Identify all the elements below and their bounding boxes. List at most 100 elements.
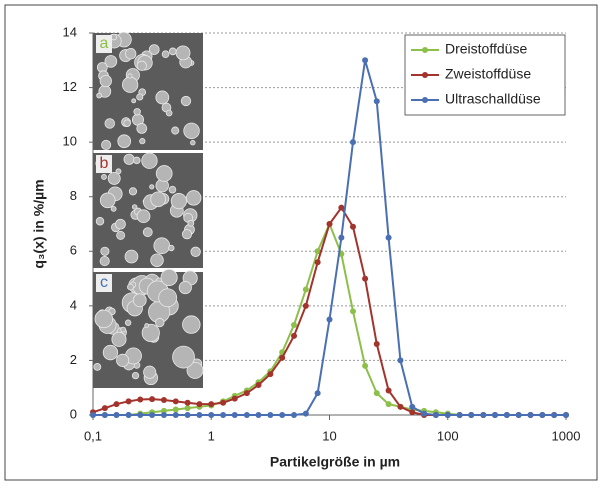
particle	[175, 45, 191, 61]
point	[373, 390, 380, 397]
particle	[160, 268, 178, 286]
point	[184, 412, 191, 418]
point	[349, 308, 356, 315]
point	[137, 396, 144, 403]
particle	[101, 139, 112, 151]
particle	[170, 193, 187, 210]
point	[302, 302, 309, 309]
particle	[104, 118, 115, 129]
point	[397, 403, 404, 410]
point	[208, 412, 215, 418]
particle	[190, 140, 196, 146]
point	[137, 412, 144, 418]
point	[397, 357, 404, 364]
point	[291, 412, 298, 418]
particle	[185, 190, 202, 206]
particle	[182, 315, 201, 334]
particle	[123, 153, 135, 165]
particle	[124, 319, 132, 326]
panel-label: a	[100, 35, 109, 52]
particle	[183, 122, 200, 139]
point	[539, 412, 546, 418]
point	[527, 412, 534, 418]
panel-label: b	[100, 155, 109, 172]
point	[125, 398, 132, 405]
legend-marker	[422, 97, 428, 103]
point	[551, 412, 558, 418]
particle	[168, 47, 177, 56]
point	[385, 387, 392, 394]
particle	[125, 48, 137, 60]
particle	[142, 227, 153, 238]
particle	[141, 152, 158, 169]
point	[421, 410, 428, 417]
particle	[115, 168, 122, 175]
point	[563, 412, 569, 418]
point	[444, 412, 451, 418]
point	[314, 390, 321, 397]
particle	[180, 95, 192, 107]
particle	[165, 109, 173, 117]
point	[184, 405, 191, 412]
y-tick-label: 2	[70, 352, 77, 367]
particle	[144, 323, 150, 328]
point	[231, 395, 238, 402]
point	[243, 412, 250, 418]
point	[349, 139, 356, 146]
particle	[127, 73, 133, 79]
point	[362, 57, 369, 64]
point	[113, 401, 120, 408]
particle	[107, 171, 121, 185]
point	[208, 401, 215, 408]
point	[160, 412, 167, 418]
point	[267, 371, 274, 378]
x-tick-label: 1	[208, 428, 215, 443]
inset-image: b	[93, 152, 203, 268]
particle	[168, 185, 177, 194]
y-tick-label: 14	[63, 24, 77, 39]
particle	[187, 219, 195, 227]
point	[184, 399, 191, 406]
point	[291, 321, 298, 328]
particle	[99, 256, 110, 267]
particle	[117, 134, 132, 149]
particle	[190, 246, 201, 257]
point	[314, 259, 321, 266]
particle	[171, 126, 180, 135]
x-axis-title: Partikelgröße in µm	[270, 454, 400, 470]
point	[90, 412, 96, 418]
particle	[94, 309, 114, 329]
particle	[131, 98, 137, 104]
point	[291, 332, 298, 339]
y-tick-label: 4	[70, 297, 77, 312]
particle	[172, 345, 195, 369]
point	[326, 221, 333, 227]
particle	[155, 317, 165, 328]
inset-image: a	[93, 31, 203, 151]
particle	[116, 230, 126, 240]
particle	[186, 361, 204, 379]
point	[279, 412, 286, 418]
point	[373, 98, 380, 105]
point	[255, 412, 262, 418]
point	[149, 396, 156, 403]
y-tick-label: 12	[63, 79, 77, 94]
point	[338, 204, 345, 211]
inset-image: c	[93, 268, 204, 388]
point	[220, 399, 227, 406]
point	[409, 403, 416, 410]
point	[362, 362, 369, 369]
legend-marker	[422, 72, 428, 78]
particle	[136, 209, 151, 224]
particle	[99, 192, 116, 209]
panel-label: c	[100, 274, 108, 291]
point	[255, 381, 262, 388]
particle	[136, 93, 144, 101]
point	[267, 412, 274, 418]
panel-label-box	[96, 274, 112, 292]
particle	[136, 123, 148, 134]
particle	[150, 191, 166, 208]
particle	[127, 283, 134, 291]
point	[101, 405, 108, 412]
particle	[110, 205, 117, 212]
